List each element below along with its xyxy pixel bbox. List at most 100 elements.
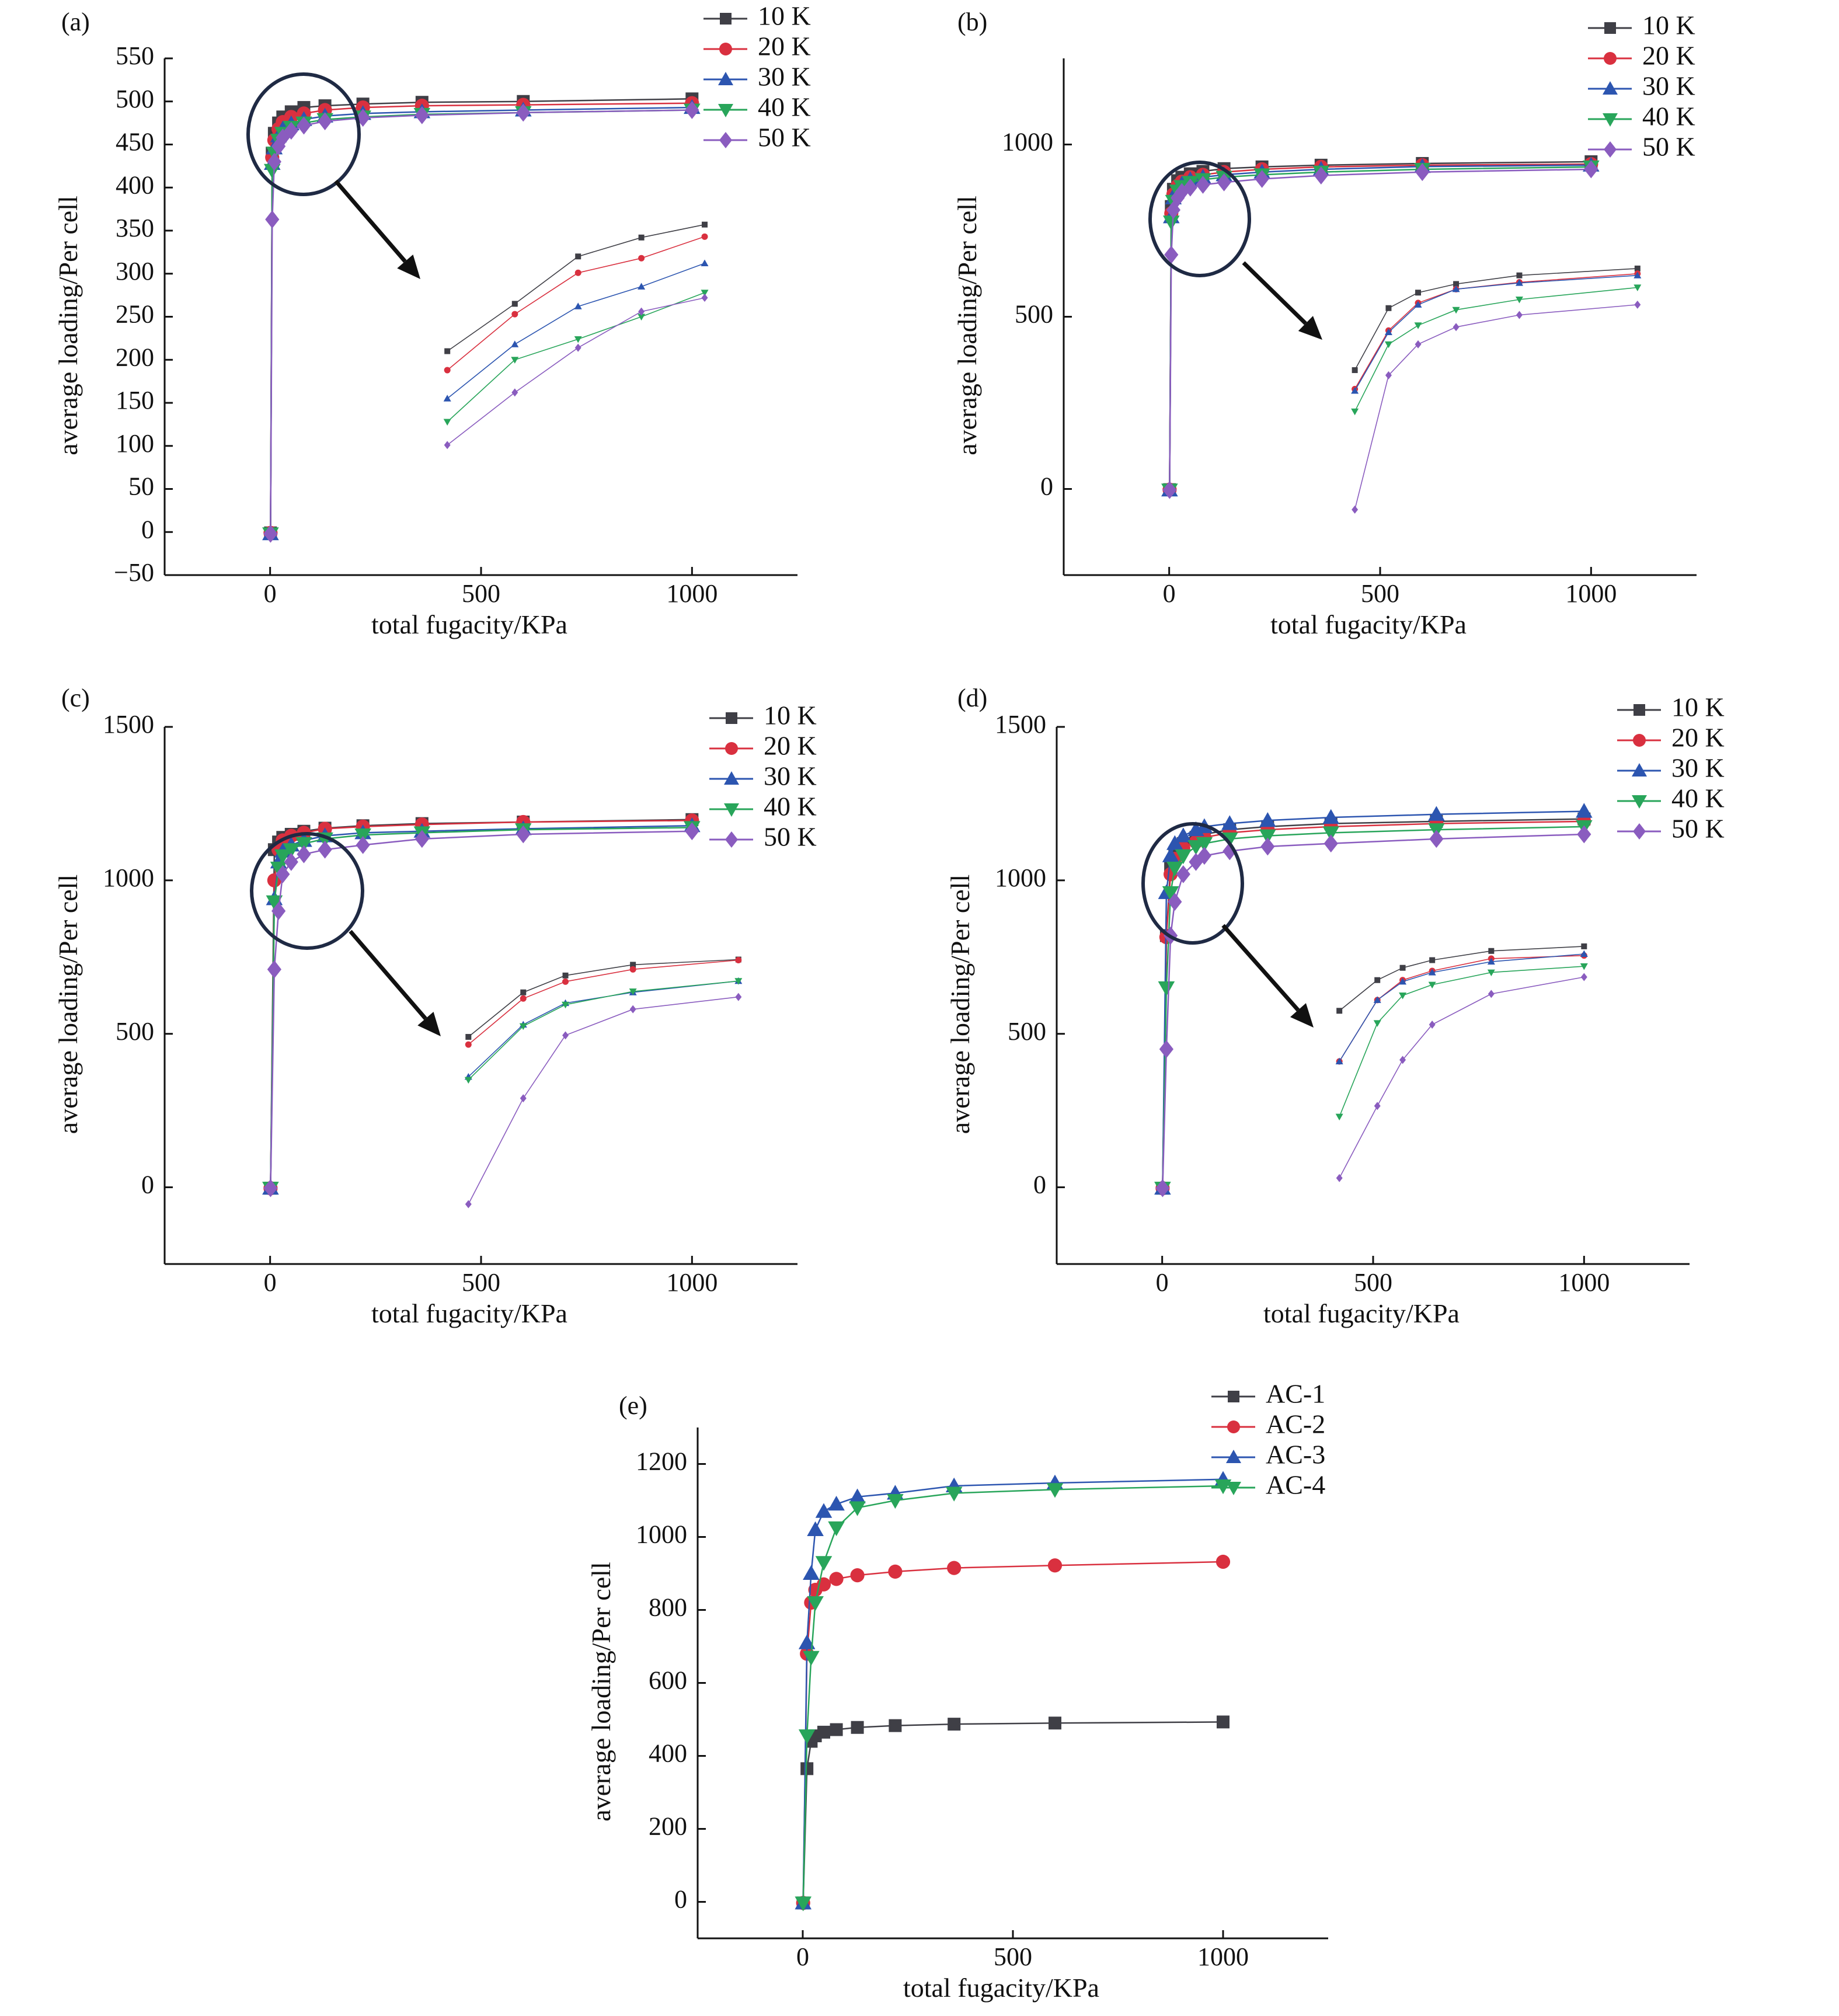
zoom-arrow-head xyxy=(417,1011,441,1036)
inset-line xyxy=(1354,268,1638,371)
inset-line xyxy=(468,959,739,1037)
data-point xyxy=(295,837,312,852)
legend: 10 K20 K30 K40 K50 K xyxy=(1588,11,1695,162)
x-tick-label: 0 xyxy=(264,1268,277,1297)
inset-point xyxy=(630,962,636,968)
data-point xyxy=(415,830,429,848)
data-point xyxy=(1162,847,1179,862)
panel-label: (e) xyxy=(619,1391,647,1420)
legend-label: 10 K xyxy=(758,1,811,31)
y-tick-label: 0 xyxy=(141,1171,154,1199)
data-point xyxy=(1259,812,1276,827)
zoom-inset xyxy=(464,956,743,1209)
inset-line xyxy=(447,224,705,352)
y-axis-title: average loading/Per cell xyxy=(952,196,982,455)
y-tick-label: 500 xyxy=(116,85,154,113)
data-point xyxy=(947,1561,962,1575)
data-point xyxy=(1046,1483,1064,1498)
inset-point xyxy=(1487,957,1495,965)
inset-point xyxy=(1374,977,1381,983)
inset-point xyxy=(1384,328,1392,336)
data-point xyxy=(318,840,332,859)
zoom-arrow-shaft xyxy=(334,179,407,263)
inset-point xyxy=(1399,993,1407,1000)
y-tick-label: 450 xyxy=(116,128,154,156)
inset-point xyxy=(735,993,742,1001)
series-line xyxy=(1162,820,1584,1189)
x-tick-label: 1000 xyxy=(1565,579,1617,608)
legend-label: 50 K xyxy=(1671,814,1725,844)
y-tick-label: 1500 xyxy=(995,710,1046,739)
inset-point xyxy=(1429,957,1436,963)
inset-point xyxy=(1336,1008,1343,1014)
chart-panel-b: (b) 0 500 1000 1000 500 0 total fugacity/KPa ave… xyxy=(952,8,1697,639)
series-10-k xyxy=(1163,155,1598,496)
series-line xyxy=(1169,164,1591,490)
inset-point xyxy=(465,1041,472,1048)
inset-point xyxy=(638,234,645,241)
inset-point xyxy=(638,314,646,321)
inset-point xyxy=(1633,284,1642,291)
inset-point xyxy=(629,1005,636,1014)
series-line xyxy=(1162,826,1584,1189)
y-tick-label: 400 xyxy=(116,170,154,199)
data-point xyxy=(945,1486,963,1502)
series-line xyxy=(802,1721,1224,1903)
inset-point xyxy=(702,221,708,228)
inset-line xyxy=(468,959,739,1045)
inset-point xyxy=(1453,323,1460,332)
inset-point xyxy=(444,367,451,374)
inset-line xyxy=(447,263,705,399)
y-tick-label: 1500 xyxy=(103,710,154,739)
x-axis-title: total fugacity/KPa xyxy=(1263,1298,1460,1328)
legend-marker xyxy=(1604,141,1617,158)
legend-label: 50 K xyxy=(764,822,817,852)
series-30-k xyxy=(1154,803,1593,1195)
legend-marker xyxy=(1226,1450,1241,1463)
inset-line xyxy=(1354,287,1638,412)
data-point xyxy=(815,1503,833,1518)
inset-point xyxy=(1399,977,1407,985)
data-point xyxy=(1217,1715,1230,1729)
series-line xyxy=(270,819,692,1189)
inset-point xyxy=(574,302,582,309)
series-line xyxy=(270,820,692,1189)
data-point xyxy=(276,865,290,883)
data-point xyxy=(1175,827,1192,842)
inset-point xyxy=(520,995,527,1002)
series-40-k xyxy=(262,821,701,1197)
inset-point xyxy=(519,1023,527,1030)
legend-label: 40 K xyxy=(1671,784,1725,813)
y-tick-label: 500 xyxy=(1015,300,1053,329)
series-30-k xyxy=(262,817,701,1195)
data-point xyxy=(798,1634,816,1649)
data-point xyxy=(1159,1040,1173,1059)
legend-marker xyxy=(1604,22,1616,34)
legend-marker xyxy=(1603,81,1618,95)
legend-label: 50 K xyxy=(758,123,811,152)
inset-point xyxy=(1414,301,1422,308)
data-point xyxy=(1215,1554,1231,1569)
zoom-circle xyxy=(1141,822,1244,945)
y-tick-label: 200 xyxy=(116,343,154,371)
data-point xyxy=(1162,215,1180,231)
series-50-k xyxy=(1155,825,1591,1197)
data-point xyxy=(1164,245,1179,264)
inset-line xyxy=(1354,274,1638,391)
data-point xyxy=(516,103,531,122)
legend-marker xyxy=(718,104,733,117)
inset-point xyxy=(1336,1174,1343,1182)
inset-line xyxy=(468,996,739,1204)
series-line xyxy=(270,106,692,534)
zoom-inset xyxy=(443,221,709,450)
data-point xyxy=(1576,803,1593,818)
inset-point xyxy=(1634,300,1641,309)
data-point xyxy=(685,822,699,841)
data-point xyxy=(516,825,531,844)
inset-point xyxy=(1580,973,1587,981)
y-tick-label: 100 xyxy=(116,429,154,458)
legend: 10 K20 K30 K40 K50 K xyxy=(1617,692,1725,844)
data-point xyxy=(1175,849,1192,865)
data-point xyxy=(1584,160,1598,179)
